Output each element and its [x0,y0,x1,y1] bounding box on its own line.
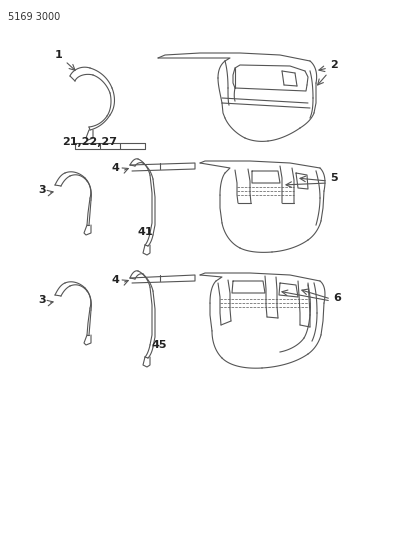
Text: 45: 45 [152,340,168,350]
Text: 4: 4 [112,163,120,173]
Text: 6: 6 [333,293,341,303]
Text: 41: 41 [138,227,154,237]
Text: 4: 4 [112,275,120,285]
Text: 5169 3000: 5169 3000 [8,12,60,22]
Text: 2: 2 [330,60,338,70]
Text: 3: 3 [38,295,46,305]
Text: 5: 5 [330,173,338,183]
Text: 21,22,27: 21,22,27 [62,137,117,147]
Text: 1: 1 [55,50,63,60]
Text: 3: 3 [38,185,46,195]
